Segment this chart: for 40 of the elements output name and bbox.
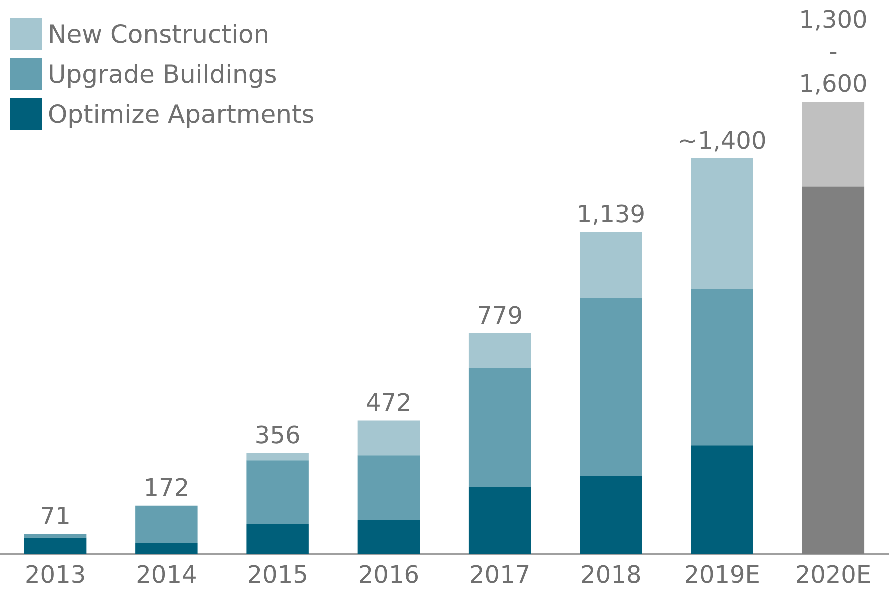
annotation: 779: [477, 302, 523, 330]
bar: [802, 102, 865, 187]
legend-label: Optimize Apartments: [48, 100, 315, 128]
x-tick-label: 2014: [136, 560, 198, 589]
annotation: ~1,400: [678, 126, 767, 155]
bar: [691, 446, 754, 554]
legend-label: Upgrade Buildings: [48, 60, 278, 88]
bar: [580, 232, 642, 298]
bar: [468, 368, 532, 488]
bar: [468, 334, 532, 368]
bar: [468, 487, 532, 554]
bar: [136, 543, 198, 554]
x-tick-label: 2018: [580, 560, 642, 589]
x-tick-label: 2015: [247, 560, 308, 589]
annotation: 172: [144, 474, 190, 502]
bar: [136, 506, 198, 544]
x-tick-label: 2019E: [684, 560, 760, 589]
bar: [691, 289, 754, 446]
bar: [246, 460, 309, 524]
bar: [358, 520, 420, 554]
bar: [802, 186, 865, 554]
annotation: 1,300 - 1,600: [799, 6, 868, 98]
x-tick-label: 2020E: [795, 560, 872, 589]
x-tick-label: 2017: [470, 560, 531, 589]
bar: [246, 524, 309, 554]
bar: [580, 476, 642, 554]
bar: [24, 534, 87, 538]
legend-label: New Construction: [48, 20, 270, 48]
annotation: 71: [40, 502, 71, 531]
annotation: 356: [254, 422, 301, 450]
bar: [358, 456, 420, 520]
bar: [358, 420, 420, 456]
bar: [580, 298, 642, 476]
x-tick-label: 2016: [358, 560, 420, 589]
bar: [691, 158, 754, 290]
annotation: 1,139: [576, 200, 646, 228]
x-tick-label: 2013: [25, 560, 86, 589]
annotation: 472: [366, 389, 412, 418]
bar: [24, 538, 87, 554]
bar: [246, 453, 309, 461]
